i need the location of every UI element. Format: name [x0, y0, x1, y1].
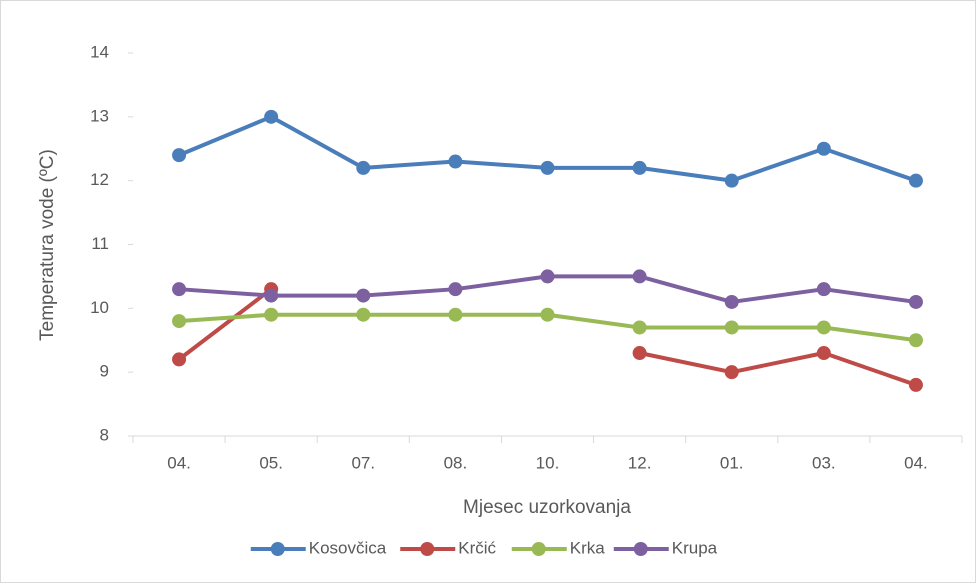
x-tick-label: 12. [628, 453, 652, 472]
x-tick-label: 10. [536, 453, 560, 472]
y-tick-label: 10 [90, 298, 109, 317]
y-tick-label: 11 [91, 234, 109, 253]
marker [356, 288, 371, 303]
y-tick-label: 12 [90, 170, 109, 189]
marker [908, 333, 923, 348]
marker [908, 294, 923, 309]
y-axis-label: Temperatura vode (ºC) [37, 149, 58, 341]
x-tick-label: 08. [444, 453, 468, 472]
marker [264, 307, 279, 322]
legend-marker [420, 542, 435, 556]
marker [448, 307, 463, 322]
marker [816, 346, 831, 361]
marker [724, 294, 739, 309]
y-tick-label: 13 [90, 106, 109, 125]
marker [632, 160, 647, 175]
x-axis-label: Mjesec uzorkovanja [463, 497, 631, 518]
marker [816, 141, 831, 156]
line [177, 287, 917, 387]
marker [172, 314, 187, 329]
marker [448, 154, 463, 169]
marker [632, 320, 647, 335]
marker [448, 282, 463, 297]
x-tick-label: 03. [812, 453, 836, 472]
marker [264, 109, 279, 124]
marker [540, 307, 555, 322]
marker [908, 173, 923, 188]
legend-marker [633, 542, 648, 556]
marker [172, 282, 187, 297]
legend-label: Krupa [672, 538, 718, 557]
marker [172, 148, 187, 163]
marker [540, 269, 555, 284]
y-tick-label: 14 [90, 42, 109, 61]
legend-marker [270, 542, 285, 556]
marker [172, 352, 187, 367]
marker [724, 320, 739, 335]
legend-label: Kosovčica [309, 538, 387, 557]
marker [816, 282, 831, 297]
marker [632, 346, 647, 361]
x-tick-label: 04. [167, 453, 191, 472]
legend-label: Krka [570, 538, 606, 557]
legend-label: Krčić [458, 538, 496, 557]
x-tick-label: 04. [904, 453, 928, 472]
marker [356, 160, 371, 175]
marker [724, 365, 739, 380]
y-tick-label: 9 [100, 362, 109, 381]
marker [540, 160, 555, 175]
legend-marker [531, 542, 546, 556]
x-tick-label: 01. [720, 453, 744, 472]
marker [724, 173, 739, 188]
marker [908, 377, 923, 392]
marker [632, 269, 647, 284]
marker [816, 320, 831, 335]
y-tick-label: 8 [100, 425, 109, 444]
x-tick-label: 05. [259, 453, 283, 472]
marker [356, 307, 371, 322]
x-tick-label: 07. [351, 453, 375, 472]
marker [264, 288, 279, 303]
